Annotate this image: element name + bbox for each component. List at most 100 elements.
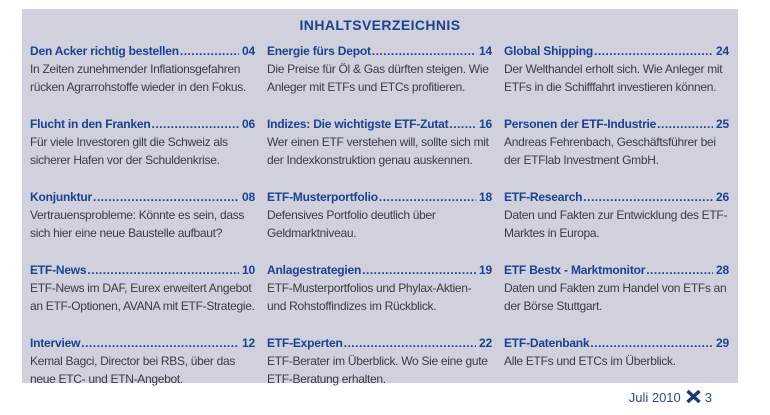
toc-entry-title-row[interactable]: Personen der ETF-Industrie 25 <box>504 115 729 133</box>
toc-entry-page-number: 28 <box>716 263 729 277</box>
toc-entry-title: Energie fürs Depot <box>267 44 371 58</box>
toc-entry: ETF-Research 26 Daten und Fakten zur Entwi… <box>504 188 729 242</box>
toc-entry-description: Alle ETFs und ETCs im Überblick. <box>504 354 676 368</box>
toc-entry-title-row[interactable]: ETF-Experten 22 <box>267 334 492 352</box>
dotted-leader <box>180 42 239 60</box>
dotted-leader <box>87 261 239 279</box>
toc-entry: Interview 12 Kemal Bagci, Director bei RBS… <box>30 334 255 388</box>
toc-entry-page-number: 26 <box>716 190 729 204</box>
page-number: 3 <box>704 390 712 405</box>
toc-entry-title-row[interactable]: ETF-Musterportfolio 18 <box>267 188 492 206</box>
toc-entry-page-number: 29 <box>716 336 729 350</box>
toc-entry-description: Die Preise für Öl & Gas dürften steigen.… <box>267 62 489 94</box>
dotted-leader <box>594 42 713 60</box>
toc-entry: Indizes: Die wichtigste ETF-Zutat 16 Wer e… <box>267 115 492 169</box>
toc-entry-description: In Zeiten zunehmender Inflationsgefahren… <box>30 62 246 94</box>
toc-entry-title-row[interactable]: ETF Bestx - Marktmonitor 28 <box>504 261 729 279</box>
toc-entry: ETF-Datenbank 29 Alle ETFs und ETCs im Übe… <box>504 334 729 388</box>
dotted-leader <box>93 188 239 206</box>
toc-entry-title: Den Acker richtig bestellen <box>30 44 179 58</box>
dotted-leader <box>362 261 476 279</box>
toc-entry-page-number: 06 <box>242 117 255 131</box>
toc-entry-page-number: 12 <box>242 336 255 350</box>
toc-entry-title: Personen der ETF-Industrie <box>504 117 657 131</box>
toc-entry-page-number: 04 <box>242 44 255 58</box>
toc-entry-title: Konjunktur <box>30 190 92 204</box>
toc-entry-title: ETF-News <box>30 263 87 277</box>
toc-entry-page-number: 16 <box>479 117 492 131</box>
toc-entry-description: Vertrauensprobleme: Könnte es sein, dass… <box>30 208 245 240</box>
toc-panel: INHALTSVERZEICHNIS Den Acker richtig bes… <box>22 9 738 386</box>
toc-entry: Den Acker richtig bestellen 04 In Zeiten z… <box>30 42 255 96</box>
toc-entry-title: Anlagestrategien <box>267 263 362 277</box>
toc-entry-page-number: 25 <box>716 117 729 131</box>
toc-columns: Den Acker richtig bestellen 04 In Zeiten z… <box>30 42 730 407</box>
toc-entry-description: ETF-News im DAF, Eurex erweitert Angebot… <box>30 281 255 313</box>
toc-entry-title-row[interactable]: ETF-News 10 <box>30 261 255 279</box>
toc-entry-title-row[interactable]: Global Shipping 24 <box>504 42 729 60</box>
toc-entry-title: Flucht in den Franken <box>30 117 151 131</box>
dotted-leader <box>344 334 476 352</box>
toc-entry-title-row[interactable]: Indizes: Die wichtigste ETF-Zutat 16 <box>267 115 492 133</box>
toc-entry-title-row[interactable]: Interview 12 <box>30 334 255 352</box>
toc-entry-page-number: 18 <box>479 190 492 204</box>
toc-entry-title-row[interactable]: Anlagestrategien 19 <box>267 261 492 279</box>
issue-date: Juli 2010 <box>628 390 681 405</box>
toc-entry: Anlagestrategien 19 ETF-Musterportfolios u… <box>267 261 492 315</box>
toc-entry: Global Shipping 24 Der Welthandel erholt s… <box>504 42 729 96</box>
toc-entry: Flucht in den Franken 06 Für viele Investo… <box>30 115 255 169</box>
toc-entry-description: ETF-Berater im Überblick. Wo Sie eine gu… <box>267 354 488 386</box>
toc-entry-title-row[interactable]: Flucht in den Franken 06 <box>30 115 255 133</box>
toc-entry-page-number: 19 <box>479 263 492 277</box>
toc-entry-title: Interview <box>30 336 81 350</box>
toc-entry: Konjunktur 08 Vertrauensprobleme: Könnte e… <box>30 188 255 242</box>
toc-entry-title-row[interactable]: ETF-Datenbank 29 <box>504 334 729 352</box>
toc-entry-description: ETF-Musterportfolios und Phylax-Aktien- … <box>267 281 472 313</box>
toc-entry-description: Daten und Fakten zum Handel von ETFs an … <box>504 281 727 313</box>
toc-entry-title-row[interactable]: Konjunktur 08 <box>30 188 255 206</box>
toc-entry-description: Defensives Portfolio deutlich über Geldm… <box>267 208 436 240</box>
dotted-leader <box>657 115 713 133</box>
dotted-leader <box>372 42 476 60</box>
toc-column: Global Shipping 24 Der Welthandel erholt s… <box>504 42 729 407</box>
toc-entry: Energie fürs Depot 14 Die Preise für Öl & … <box>267 42 492 96</box>
dotted-leader <box>449 115 476 133</box>
dotted-leader <box>81 334 239 352</box>
toc-entry-description: Daten und Fakten zur Entwicklung des ETF… <box>504 208 728 240</box>
toc-entry-title: ETF-Experten <box>267 336 343 350</box>
toc-entry: ETF-Experten 22 ETF-Berater im Überblick. … <box>267 334 492 388</box>
dotted-leader <box>379 188 476 206</box>
dotted-leader <box>646 261 713 279</box>
toc-entry-description: Andreas Fehrenbach, Geschäftsführer bei … <box>504 135 716 167</box>
toc-column: Energie fürs Depot 14 Die Preise für Öl & … <box>267 42 492 407</box>
toc-entry-title: ETF-Musterportfolio <box>267 190 378 204</box>
toc-entry-title-row[interactable]: ETF-Research 26 <box>504 188 729 206</box>
toc-entry: ETF-Musterportfolio 18 Defensives Portfoli… <box>267 188 492 242</box>
toc-entry-title: Indizes: Die wichtigste ETF-Zutat <box>267 117 449 131</box>
toc-entry-title-row[interactable]: Den Acker richtig bestellen 04 <box>30 42 255 60</box>
dotted-leader <box>590 334 713 352</box>
dotted-leader <box>151 115 239 133</box>
toc-entry-description: Wer einen ETF verstehen will, sollte sic… <box>267 135 489 167</box>
toc-entry-title: ETF-Datenbank <box>504 336 590 350</box>
toc-entry-title: Global Shipping <box>504 44 593 58</box>
toc-entry-page-number: 08 <box>242 190 255 204</box>
toc-entry-page-number: 10 <box>242 263 255 277</box>
x-logo-icon <box>686 390 701 403</box>
toc-entry-page-number: 22 <box>479 336 492 350</box>
toc-entry-page-number: 14 <box>479 44 492 58</box>
toc-entry-description: Der Welthandel erholt sich. Wie Anleger … <box>504 62 723 94</box>
toc-entry-title-row[interactable]: Energie fürs Depot 14 <box>267 42 492 60</box>
page-title: INHALTSVERZEICHNIS <box>299 17 461 33</box>
toc-entry-title: ETF-Research <box>504 190 583 204</box>
toc-entry-title: ETF Bestx - Marktmonitor <box>504 263 646 277</box>
page-footer: Juli 2010 3 <box>22 388 738 408</box>
toc-entry-description: Für viele Investoren gilt die Schweiz al… <box>30 135 228 167</box>
toc-column: Den Acker richtig bestellen 04 In Zeiten z… <box>30 42 255 407</box>
toc-entry: ETF-News 10 ETF-News im DAF, Eurex erweite… <box>30 261 255 315</box>
toc-entry: ETF Bestx - Marktmonitor 28 Daten und Fakt… <box>504 261 729 315</box>
dotted-leader <box>583 188 713 206</box>
toc-entry-page-number: 24 <box>716 44 729 58</box>
